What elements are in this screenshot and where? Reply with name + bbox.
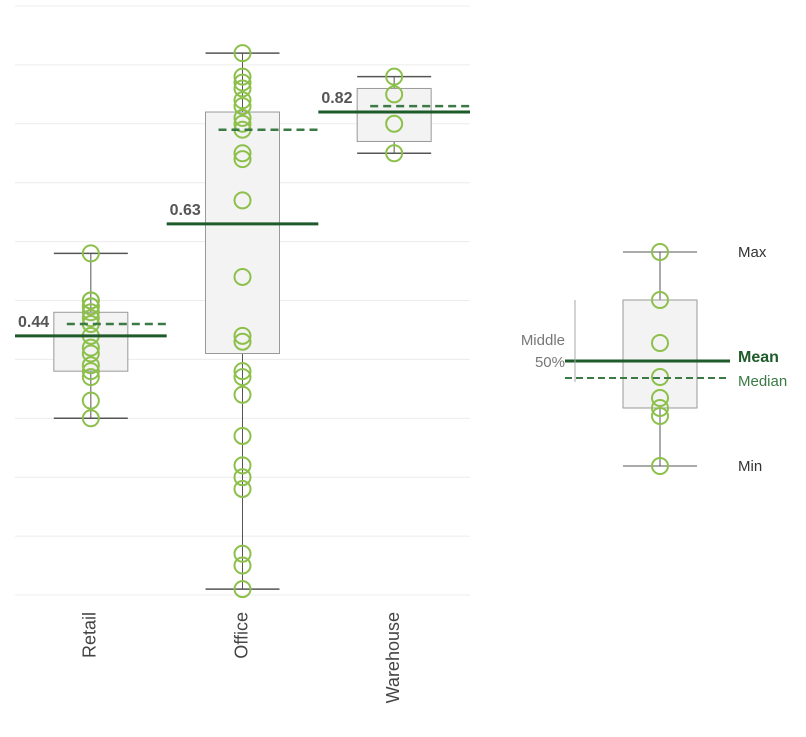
- point: [81, 297, 100, 316]
- point: [81, 303, 100, 322]
- legend-min: Min: [738, 458, 762, 475]
- point: [81, 362, 100, 381]
- point: [233, 326, 252, 345]
- point: [81, 291, 100, 310]
- point: [233, 580, 252, 599]
- point: [233, 150, 252, 169]
- point: [233, 385, 252, 404]
- point: [81, 409, 100, 428]
- legend-points: [651, 243, 669, 475]
- point: [233, 91, 252, 110]
- legend-mean-label: Mean: [738, 349, 779, 366]
- mean-label: 0.44: [18, 314, 49, 331]
- point: [233, 44, 252, 63]
- point: [233, 479, 252, 498]
- x-tick-label: Office: [231, 612, 251, 659]
- mean-label: 0.63: [170, 202, 201, 219]
- point: [233, 456, 252, 475]
- point: [233, 362, 252, 381]
- legend-middle: Middle 50%: [520, 332, 565, 371]
- point: [233, 544, 252, 563]
- point: [233, 108, 252, 127]
- mean-label: 0.82: [321, 90, 352, 107]
- point: [233, 468, 252, 487]
- point: [81, 244, 100, 263]
- x-tick-label: Retail: [80, 612, 100, 658]
- point: [233, 79, 252, 98]
- point: [233, 332, 252, 351]
- point: [233, 73, 252, 92]
- point: [385, 144, 404, 163]
- point: [81, 344, 100, 363]
- point: [233, 426, 252, 445]
- point: [385, 114, 404, 133]
- point: [385, 67, 404, 86]
- legend-max: Max: [738, 244, 767, 261]
- point: [233, 97, 252, 116]
- point: [233, 267, 252, 286]
- legend-median-label: Median: [738, 373, 787, 390]
- point: [233, 114, 252, 133]
- point: [233, 191, 252, 210]
- point: [233, 67, 252, 86]
- x-tick-label: Warehouse: [383, 612, 403, 703]
- point: [233, 144, 252, 163]
- point: [233, 368, 252, 387]
- point: [81, 356, 100, 375]
- box: [205, 111, 280, 355]
- point: [81, 309, 100, 328]
- point: [81, 368, 100, 387]
- legend: Max Mean Median Min: [565, 243, 787, 475]
- legend-box: [622, 299, 698, 409]
- point: [385, 85, 404, 104]
- point: [81, 338, 100, 357]
- point: [233, 556, 252, 575]
- point: [81, 391, 100, 410]
